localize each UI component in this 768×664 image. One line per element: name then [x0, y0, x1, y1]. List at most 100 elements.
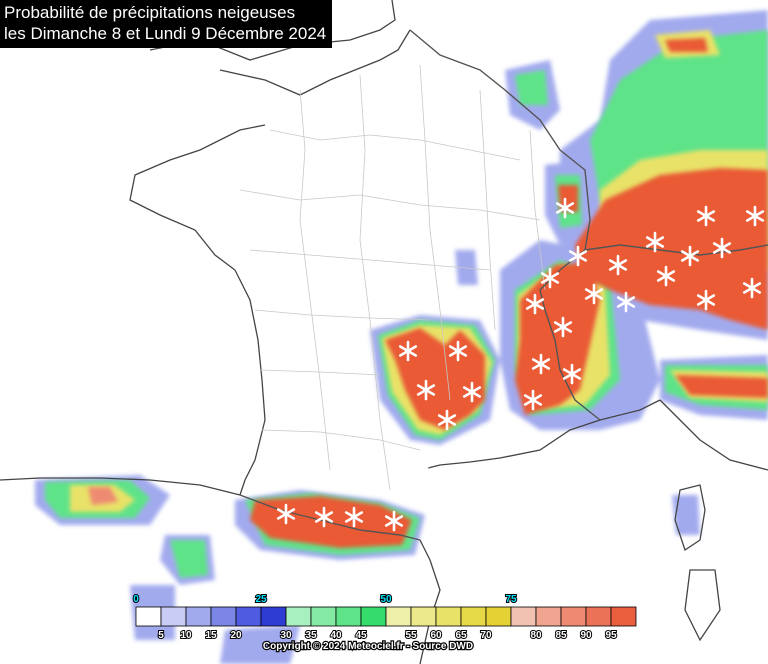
legend-swatch: [535, 606, 562, 627]
legend-swatch: [560, 606, 587, 627]
legend-swatches: [135, 606, 637, 627]
legend-swatch: [360, 606, 387, 627]
snowflake-icon: [696, 205, 716, 227]
legend-swatch: [585, 606, 612, 627]
zone-green-belgium: [515, 70, 548, 105]
legend-swatch: [510, 606, 537, 627]
spain-east-coast: [419, 539, 441, 664]
legend-swatch: [460, 606, 487, 627]
brittany-coast: [129, 124, 266, 271]
snowflake-icon: [437, 409, 457, 431]
legend-minor-label: 30: [280, 630, 292, 641]
snowflake-icon: [448, 340, 468, 362]
legend-swatch: [410, 606, 437, 627]
france-italy-border: [544, 309, 601, 421]
legend-swatch: [235, 606, 262, 627]
zone-blue-bottom-spain: [220, 625, 300, 664]
legend-minor-label: 10: [180, 630, 192, 641]
snowflake-icon: [416, 379, 436, 401]
legend-minor-label: 55: [405, 630, 417, 641]
med-coast: [419, 399, 661, 471]
legend-minor-label: 70: [480, 630, 492, 641]
snowflake-icon: [384, 510, 404, 532]
snowflake-icon: [608, 254, 628, 276]
legend-swatch: [335, 606, 362, 627]
snowflake-icon: [276, 503, 296, 525]
zone-blue-corsica: [672, 495, 700, 535]
snowflake-icon: [415, 457, 435, 479]
legend: 0 25 50 75 5 10 15 20 30 35 40 45 55 60 65 70 80 85 90 95: [132, 593, 637, 642]
legend-minor-label: 35: [305, 630, 317, 641]
snowflake-icon: [680, 245, 700, 267]
atlantic-coast: [234, 269, 266, 496]
legend-swatch: [210, 606, 237, 627]
legend-major-label: 25: [255, 594, 267, 605]
title-line-2: les Dimanche 8 et Lundi 9 Décembre 2024: [4, 24, 327, 43]
snowflake-icon: [553, 316, 573, 338]
legend-minor-label: 45: [355, 630, 367, 641]
legend-minor-label: 15: [205, 630, 217, 641]
zone-blue-jura: [455, 250, 478, 285]
snowflake-icon: [696, 289, 716, 311]
legend-swatch: [285, 606, 312, 627]
legend-minor-label: 20: [230, 630, 242, 641]
legend-major-label: 75: [505, 594, 517, 605]
legend-minor-labels: 5 10 15 20 30 35 40 45 55 60 65 70 80 85 90 95: [157, 629, 618, 642]
snowflake-icon: [616, 291, 636, 313]
legend-minor-label: 40: [330, 630, 342, 641]
legend-swatch: [310, 606, 337, 627]
spain-north-coast: [0, 477, 241, 496]
snowflake-markers: [276, 197, 765, 532]
snowflake-icon: [523, 389, 543, 411]
italy-coast: [659, 399, 768, 471]
zone-red-spain: [88, 487, 118, 505]
snowflake-icon: [525, 293, 545, 315]
snowflake-icon: [398, 340, 418, 362]
legend-minor-label: 5: [158, 630, 164, 641]
legend-swatch: [160, 606, 187, 627]
legend-swatch: [435, 606, 462, 627]
legend-swatch: [185, 606, 212, 627]
legend-minor-label: 60: [430, 630, 442, 641]
map-title: Probabilité de précipitations neigeuses …: [0, 0, 333, 48]
snowflake-icon: [712, 237, 732, 259]
snowflake-icon: [584, 283, 604, 305]
title-line-1: Probabilité de précipitations neigeuses: [4, 3, 296, 22]
snowflake-icon: [344, 506, 364, 528]
france-belgium-border: [409, 29, 561, 151]
snowflake-icon: [555, 197, 575, 219]
snowflake-icon: [462, 381, 482, 403]
corsica-coast: [674, 484, 706, 552]
legend-minor-label: 80: [530, 630, 542, 641]
zone-red-alsace: [558, 185, 578, 212]
legend-swatch: [135, 606, 162, 627]
snowflake-icon: [656, 265, 676, 287]
legend-swatch: [260, 606, 287, 627]
legend-swatch: [385, 606, 412, 627]
zone-green-spain-mid: [170, 540, 208, 578]
zone-red-top: [665, 38, 708, 52]
snowflake-icon: [568, 245, 588, 267]
snowflake-icon: [314, 506, 334, 528]
snowflake-icon: [645, 231, 665, 253]
snowflake-icon: [742, 277, 762, 299]
france-germany-border: [559, 149, 591, 251]
legend-swatch: [610, 606, 637, 627]
swiss-italy-border: [584, 244, 768, 256]
legend-minor-label: 65: [455, 630, 467, 641]
legend-major-labels: 0 25 50 75: [132, 593, 518, 606]
france-spain-border: [239, 494, 421, 541]
snowflake-icon: [531, 353, 551, 375]
legend-minor-label: 90: [580, 630, 592, 641]
legend-major-label: 0: [133, 594, 139, 605]
legend-minor-label: 95: [605, 630, 617, 641]
zone-red-italy: [675, 375, 768, 398]
copyright-text: Copyright © 2024 Meteociel.fr - Source D…: [263, 641, 473, 652]
zone-red-alps: [575, 168, 768, 330]
snowflake-icon: [540, 267, 560, 289]
legend-swatch: [485, 606, 512, 627]
sardinia-coast: [684, 569, 721, 642]
legend-minor-label: 85: [555, 630, 567, 641]
snowflake-icon: [562, 363, 582, 385]
